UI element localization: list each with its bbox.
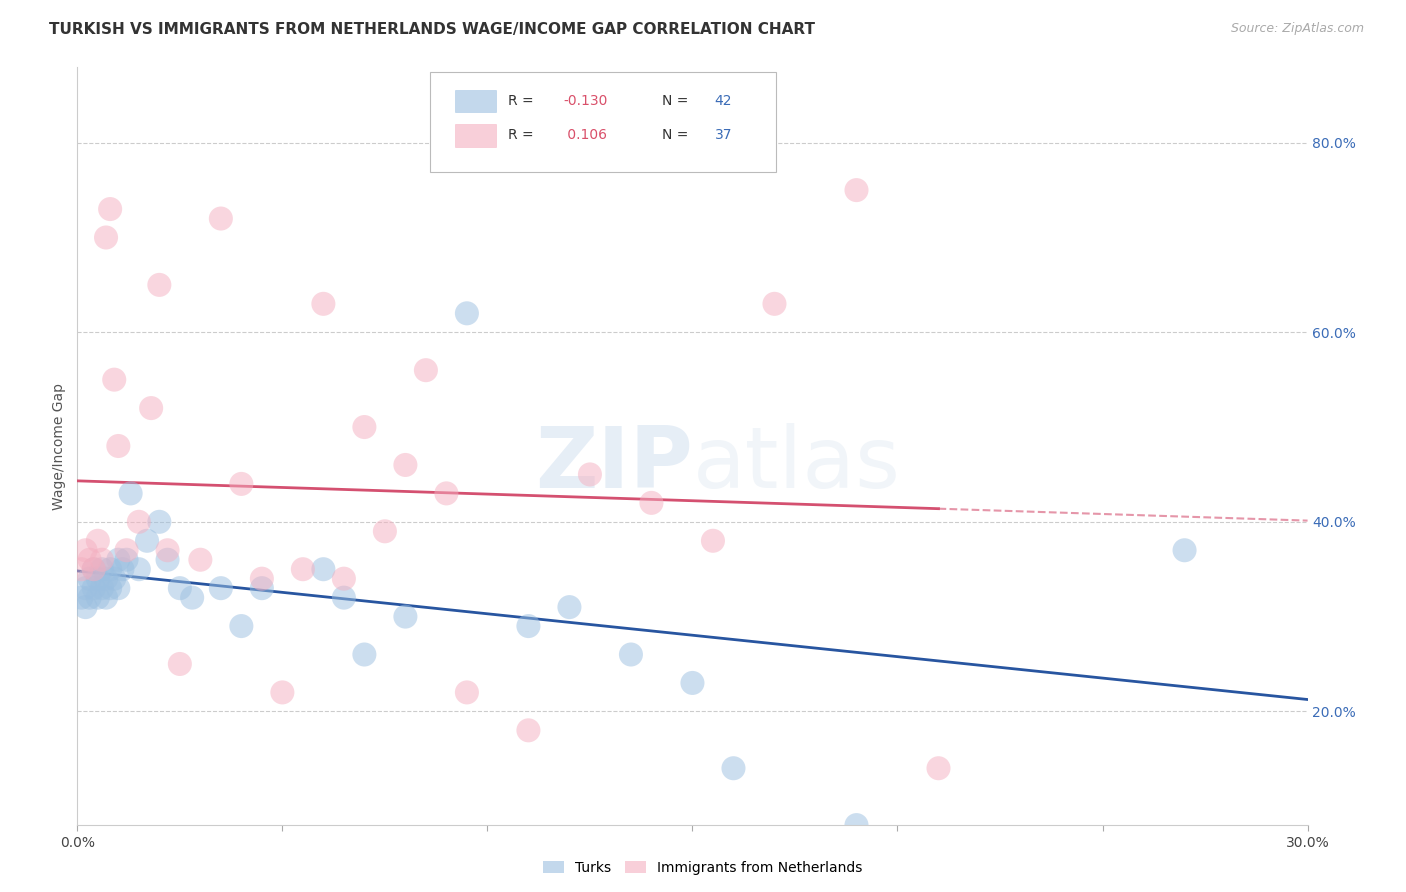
Point [115, 552, 138, 567]
Point [90, 562, 114, 576]
Text: R =: R = [508, 128, 533, 142]
Point [250, 572, 273, 586]
Point [136, 533, 159, 548]
Point [87, 533, 110, 548]
FancyBboxPatch shape [456, 124, 496, 146]
Point [156, 543, 179, 558]
Point [94, 591, 117, 605]
Point [111, 562, 134, 576]
Point [579, 467, 602, 482]
Point [231, 619, 253, 633]
Point [763, 297, 786, 311]
FancyBboxPatch shape [430, 72, 776, 171]
Text: 0.106: 0.106 [564, 128, 607, 142]
Point [1174, 543, 1197, 558]
Point [87, 572, 110, 586]
Point [103, 572, 125, 586]
Point [75, 543, 97, 558]
Point [115, 543, 138, 558]
Point [353, 648, 375, 662]
Text: 42: 42 [714, 94, 733, 108]
Point [291, 562, 314, 576]
Point [209, 581, 232, 595]
Point [517, 723, 540, 738]
Point [333, 572, 356, 586]
Point [87, 591, 110, 605]
Point [353, 420, 375, 434]
Point [702, 533, 724, 548]
Point [98, 581, 121, 595]
Point [209, 211, 232, 226]
Point [169, 657, 191, 671]
Point [156, 552, 179, 567]
Point [83, 562, 105, 576]
Point [94, 572, 117, 586]
Point [141, 401, 163, 416]
Point [456, 306, 478, 320]
Point [70, 591, 93, 605]
Point [120, 486, 142, 500]
Text: TURKISH VS IMMIGRANTS FROM NETHERLANDS WAGE/INCOME GAP CORRELATION CHART: TURKISH VS IMMIGRANTS FROM NETHERLANDS W… [49, 22, 815, 37]
Point [79, 552, 101, 567]
Point [374, 524, 396, 539]
Legend: Turks, Immigrants from Netherlands: Turks, Immigrants from Netherlands [538, 855, 868, 880]
Text: atlas: atlas [693, 424, 900, 507]
Text: ZIP: ZIP [534, 424, 693, 507]
Point [436, 486, 458, 500]
Point [94, 230, 117, 244]
Text: -0.130: -0.130 [564, 94, 607, 108]
Point [250, 581, 273, 595]
Text: N =: N = [662, 94, 688, 108]
Point [75, 581, 97, 595]
Point [928, 761, 950, 775]
Point [558, 600, 581, 615]
Point [169, 581, 191, 595]
Point [75, 600, 97, 615]
Point [148, 515, 170, 529]
Point [456, 685, 478, 699]
Point [128, 562, 150, 576]
Text: 37: 37 [714, 128, 733, 142]
Point [90, 552, 114, 567]
Point [128, 515, 150, 529]
FancyBboxPatch shape [456, 89, 496, 112]
Point [620, 648, 643, 662]
Point [845, 818, 868, 832]
Point [98, 202, 121, 216]
Point [231, 477, 253, 491]
Point [333, 591, 356, 605]
Point [148, 277, 170, 292]
Point [90, 581, 114, 595]
Point [70, 562, 93, 576]
Point [79, 572, 101, 586]
Point [79, 591, 101, 605]
Point [517, 619, 540, 633]
Point [415, 363, 437, 377]
Point [312, 562, 335, 576]
Text: R =: R = [508, 94, 533, 108]
Point [98, 562, 121, 576]
Point [83, 581, 105, 595]
Text: N =: N = [662, 128, 688, 142]
Point [181, 591, 204, 605]
Point [107, 581, 129, 595]
Point [394, 458, 416, 472]
Point [83, 562, 105, 576]
Y-axis label: Wage/Income Gap: Wage/Income Gap [52, 383, 66, 509]
Text: Source: ZipAtlas.com: Source: ZipAtlas.com [1230, 22, 1364, 36]
Point [271, 685, 294, 699]
Point [103, 373, 125, 387]
Point [682, 676, 704, 690]
Point [312, 297, 335, 311]
Point [107, 552, 129, 567]
Point [723, 761, 745, 775]
Point [845, 183, 868, 197]
Point [640, 496, 662, 510]
Point [188, 552, 212, 567]
Point [394, 609, 416, 624]
Point [107, 439, 129, 453]
